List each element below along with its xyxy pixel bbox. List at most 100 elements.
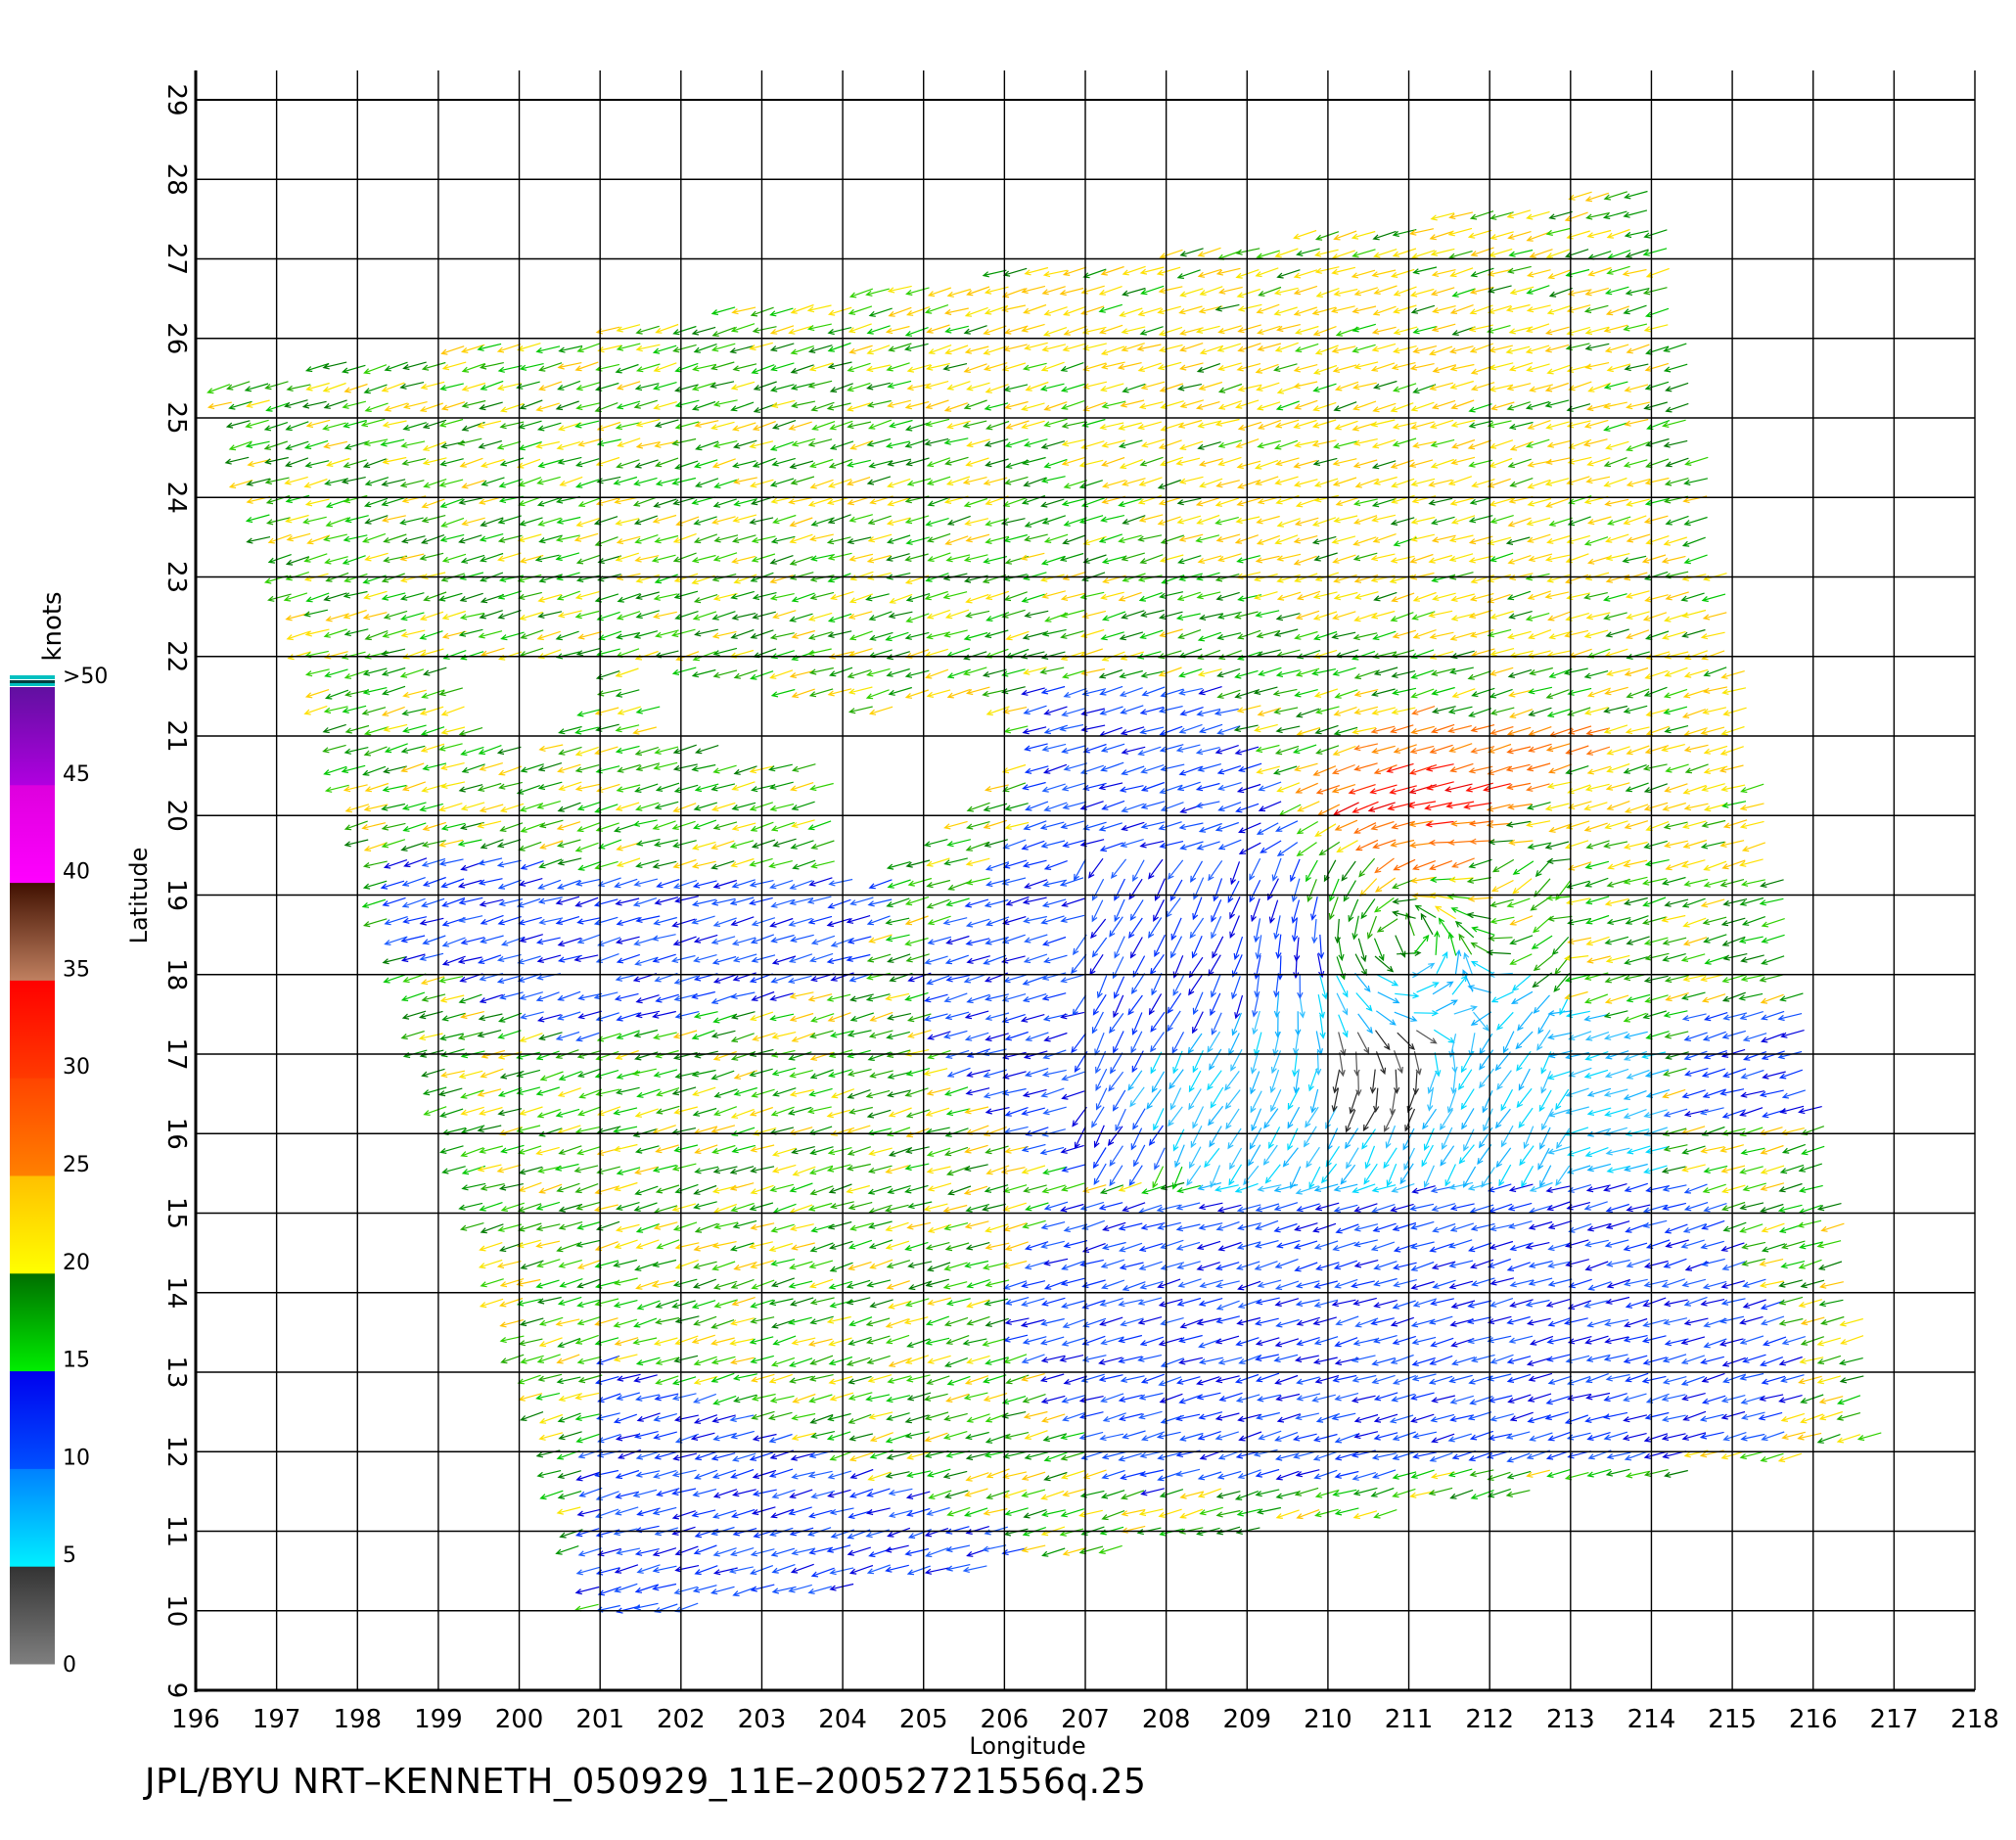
wind-vector — [1605, 1220, 1630, 1229]
wind-vector — [1312, 1222, 1337, 1233]
wind-vector — [1411, 860, 1437, 871]
wind-vector — [324, 689, 349, 700]
wind-vector — [846, 477, 871, 486]
wind-vector — [1683, 668, 1709, 678]
wind-vector — [1420, 912, 1434, 936]
wind-vector — [1022, 726, 1047, 735]
wind-vector — [1256, 250, 1280, 259]
wind-vector — [771, 457, 796, 467]
wind-vector — [422, 1086, 447, 1096]
wind-vector — [653, 761, 678, 770]
wind-vector — [519, 803, 544, 812]
wind-vector — [1353, 1431, 1379, 1440]
wind-vector — [538, 1183, 563, 1194]
wind-vector — [1119, 669, 1143, 679]
wind-vector — [1585, 1392, 1611, 1401]
wind-vector — [323, 628, 347, 638]
wind-vector — [1188, 1146, 1202, 1170]
wind-vector — [790, 1452, 815, 1461]
wind-vector — [1487, 593, 1511, 604]
wind-vector — [1216, 1470, 1242, 1480]
wind-vector — [1156, 1431, 1181, 1440]
wind-vector — [904, 1184, 929, 1194]
wind-vector — [691, 841, 716, 851]
wind-vector — [1255, 555, 1280, 564]
wind-vector — [752, 421, 776, 431]
wind-vector — [635, 994, 660, 1004]
wind-vector — [1428, 479, 1452, 487]
wind-vector — [692, 1585, 717, 1593]
wind-vector — [1585, 936, 1610, 946]
wind-vector — [1082, 381, 1108, 390]
wind-vector — [1393, 345, 1417, 354]
wind-vector — [496, 440, 522, 450]
wind-vector — [1721, 936, 1746, 946]
wind-vector — [1545, 227, 1571, 236]
wind-vector — [1197, 1488, 1222, 1498]
wind-vector — [1139, 706, 1165, 715]
wind-vector — [965, 1431, 989, 1441]
wind-vector — [889, 593, 913, 604]
wind-vector — [1545, 421, 1570, 430]
wind-vector — [1176, 1261, 1201, 1269]
wind-vector — [654, 574, 678, 584]
wind-vector — [1001, 288, 1026, 299]
wind-vector — [1312, 765, 1337, 776]
wind-vector — [1352, 552, 1378, 562]
wind-vector — [982, 689, 1007, 697]
wind-vector — [439, 458, 464, 467]
wind-vector — [1061, 1261, 1085, 1270]
wind-vector — [731, 937, 756, 946]
wind-vector — [1540, 1051, 1552, 1075]
wind-vector — [1082, 362, 1107, 372]
wind-vector — [1122, 287, 1146, 297]
wind-vector — [536, 954, 562, 963]
wind-vector — [1293, 1240, 1318, 1250]
wind-vector — [1392, 1300, 1416, 1310]
wind-vector — [1366, 915, 1377, 940]
wind-vector — [1309, 1088, 1319, 1114]
wind-vector — [617, 706, 641, 715]
wind-vector — [1154, 1147, 1166, 1171]
x-tick-label: 214 — [1627, 1705, 1676, 1734]
wind-vector — [1624, 190, 1648, 200]
wind-vector — [1409, 745, 1435, 755]
wind-vector — [1487, 1183, 1512, 1193]
wind-vector — [516, 785, 540, 795]
wind-vector — [575, 518, 600, 528]
colorbar-segment — [10, 980, 55, 1079]
wind-vector — [1021, 1143, 1046, 1153]
wind-vector — [1160, 422, 1184, 432]
wind-vector — [1424, 802, 1452, 811]
wind-vector — [886, 667, 910, 677]
wind-vector — [1390, 612, 1414, 622]
wind-vector — [1583, 1300, 1608, 1309]
wind-vector — [496, 839, 522, 849]
wind-vector — [886, 1451, 911, 1460]
wind-vector — [1313, 1280, 1338, 1289]
wind-vector — [1041, 628, 1067, 637]
wind-vector — [926, 898, 950, 909]
wind-vector — [1040, 1395, 1066, 1404]
wind-vector — [478, 745, 502, 756]
wind-vector — [1702, 1088, 1726, 1098]
wind-vector — [1252, 1010, 1260, 1035]
wind-vector — [616, 1167, 641, 1175]
wind-vector — [1739, 1011, 1764, 1021]
wind-vector — [886, 897, 910, 908]
wind-vector — [1603, 457, 1627, 468]
wind-vector — [653, 1413, 677, 1422]
wind-vector — [635, 706, 661, 714]
wind-vector — [1490, 990, 1514, 1003]
wind-vector — [1603, 1393, 1627, 1403]
wind-vector — [1584, 783, 1610, 792]
wind-vector — [1546, 1201, 1571, 1212]
wind-vector — [1160, 1262, 1185, 1270]
wind-vector — [1605, 305, 1630, 316]
wind-vector — [886, 362, 910, 372]
wind-vector — [1334, 1393, 1359, 1402]
wind-vector — [982, 269, 1007, 278]
wind-vector — [1120, 1471, 1144, 1481]
wind-vector — [326, 457, 350, 467]
wind-vector — [1370, 553, 1396, 562]
